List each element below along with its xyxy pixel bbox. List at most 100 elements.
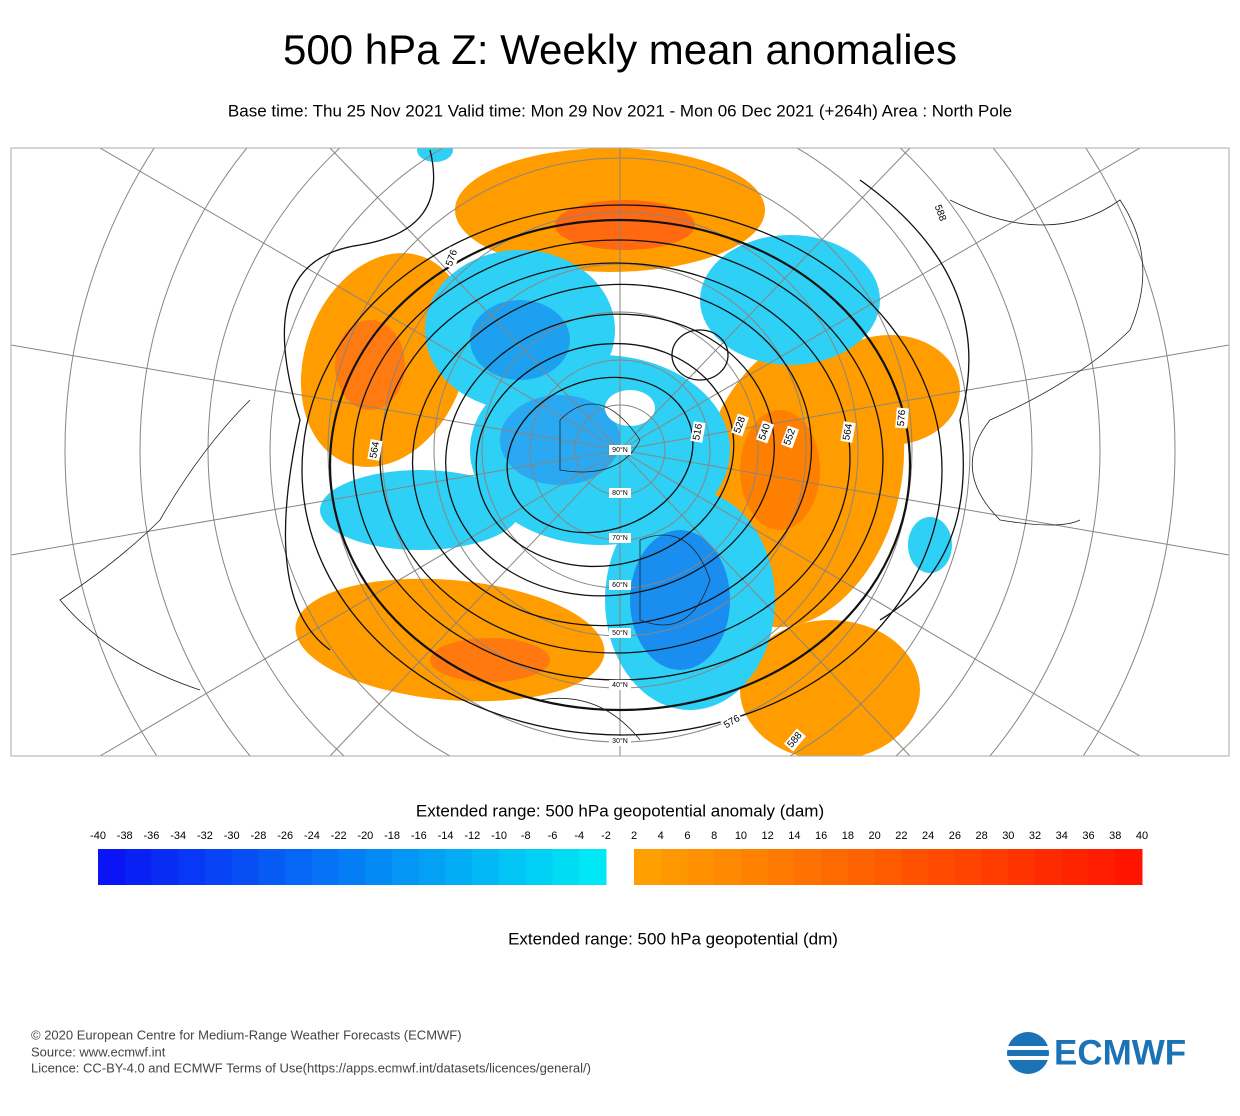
colorbar-swatch — [660, 849, 688, 885]
colorbar-swatch — [821, 849, 849, 885]
colorbar-swatch — [579, 849, 607, 885]
colorbar-tick-label: -16 — [411, 830, 427, 842]
label-box — [755, 420, 775, 444]
colorbar-swatch — [445, 849, 473, 885]
graticule — [11, 148, 1229, 756]
legend-title: Extended range: 500 hPa geopotential ano… — [416, 801, 824, 820]
colorbar-tick-label: -22 — [331, 830, 347, 842]
latitude-label: 70°N — [612, 534, 628, 542]
colorbar-swatch — [98, 849, 126, 885]
contour-label: 516 — [691, 422, 705, 441]
label-box — [609, 580, 631, 590]
colorbar-swatch — [178, 849, 206, 885]
colorbar-swatch — [794, 849, 822, 885]
coastlines — [59, 199, 1144, 741]
colorbar-tick-label: -8 — [521, 830, 531, 842]
colorbar-tick-label: -6 — [548, 830, 558, 842]
logo: ECMWF — [1005, 1032, 1186, 1074]
label-box — [367, 439, 383, 461]
footer-line: © 2020 European Centre for Medium-Range … — [31, 1027, 462, 1042]
colorbar-tick-label: 38 — [1109, 830, 1121, 842]
label-box — [783, 728, 807, 752]
colorbar-tick-label: -32 — [197, 830, 213, 842]
colorbar-swatch — [1061, 849, 1090, 885]
label-box — [609, 445, 631, 455]
colorbar-tick-label: 12 — [762, 830, 774, 842]
label-box — [609, 488, 631, 498]
title: 500 hPa Z: Weekly mean anomalies — [283, 26, 957, 73]
colorbar-tick-label: 10 — [735, 830, 747, 842]
colorbar-swatch — [525, 849, 554, 885]
colorbar-tick-label: 16 — [815, 830, 827, 842]
colorbar-swatch — [687, 849, 715, 885]
latitude-label: 60°N — [612, 581, 628, 589]
colorbar-swatch — [1115, 849, 1143, 885]
colorbar-swatch — [472, 849, 500, 885]
colorbar-tick-label: 6 — [684, 830, 690, 842]
latitude-label: 40°N — [612, 681, 628, 689]
colorbar-swatch — [204, 849, 233, 885]
latitude-label: 30°N — [612, 737, 628, 745]
map-frame — [10, 147, 1230, 757]
colorbar-swatch — [767, 849, 795, 885]
colorbar-swatch — [231, 849, 259, 885]
colorbar-tick-label: 20 — [869, 830, 881, 842]
colorbar-swatch — [928, 849, 956, 885]
contour-label: 564 — [368, 440, 382, 459]
colorbar-swatch — [338, 849, 366, 885]
label-box — [690, 421, 706, 443]
colorbar-tick-label: 24 — [922, 830, 934, 842]
colorbar-tick-label: 36 — [1082, 830, 1094, 842]
colorbar-swatch — [258, 849, 286, 885]
colorbar-tick-label: -30 — [224, 830, 240, 842]
colorbar-tick-label: -36 — [144, 830, 160, 842]
footer-line: Source: www.ecmwf.int — [31, 1044, 166, 1059]
colorbar-tick-label: -2 — [601, 830, 611, 842]
colorbar-swatch — [901, 849, 929, 885]
contour-label: 564 — [841, 422, 855, 441]
colorbar-swatch — [1035, 849, 1063, 885]
colorbar-swatch — [311, 849, 340, 885]
colorbar-tick-label: -14 — [438, 830, 454, 842]
colorbar-swatch — [365, 849, 393, 885]
label-box — [730, 413, 750, 437]
subtitle: Base time: Thu 25 Nov 2021 Valid time: M… — [228, 101, 1012, 120]
colorbar-swatch — [151, 849, 179, 885]
colorbar-tick-label: 22 — [895, 830, 907, 842]
colorbar-tick-label: 32 — [1029, 830, 1041, 842]
colorbar-swatch — [954, 849, 983, 885]
colorbar-swatch — [740, 849, 769, 885]
colorbar-tick-label: 40 — [1136, 830, 1148, 842]
colorbar-tick-label: 4 — [658, 830, 664, 842]
latitude-label: 80°N — [612, 489, 628, 497]
colorbar-swatch — [392, 849, 420, 885]
colorbar-tick-label: -10 — [491, 830, 507, 842]
colorbar-swatch — [981, 849, 1009, 885]
colorbar-tick-label: 26 — [949, 830, 961, 842]
label-box — [442, 246, 462, 270]
label-box — [840, 421, 856, 443]
colorbar-tick-label: -34 — [170, 830, 186, 842]
colorbar-swatch — [552, 849, 580, 885]
label-box — [895, 407, 909, 429]
colorbar-swatch — [847, 849, 876, 885]
latitude-label: 90°N — [612, 446, 628, 454]
colorbar-swatch — [714, 849, 742, 885]
colorbar-tick-label: 8 — [711, 830, 717, 842]
colorbar-tick-label: 18 — [842, 830, 854, 842]
label-box — [780, 425, 800, 449]
colorbar: -40 -38 -36 -34 -32 -30 -28 -26 -24 -22 -20 -18 -16-… — [90, 830, 1148, 885]
label-box — [720, 711, 744, 733]
label-box — [609, 736, 631, 746]
colorbar-tick-label: -4 — [574, 830, 584, 842]
colorbar-swatch — [124, 849, 152, 885]
colorbar-tick-label: -40 — [90, 830, 106, 842]
footer: © 2020 European Centre for Medium-Range … — [31, 1027, 591, 1075]
colorbar-tick-label: -38 — [117, 830, 133, 842]
contour-title: Extended range: 500 hPa geopotential (dm… — [508, 929, 838, 948]
colorbar-tick-label: -12 — [464, 830, 480, 842]
colorbar-tick-label: -26 — [277, 830, 293, 842]
contour-label: 576 — [896, 409, 908, 427]
